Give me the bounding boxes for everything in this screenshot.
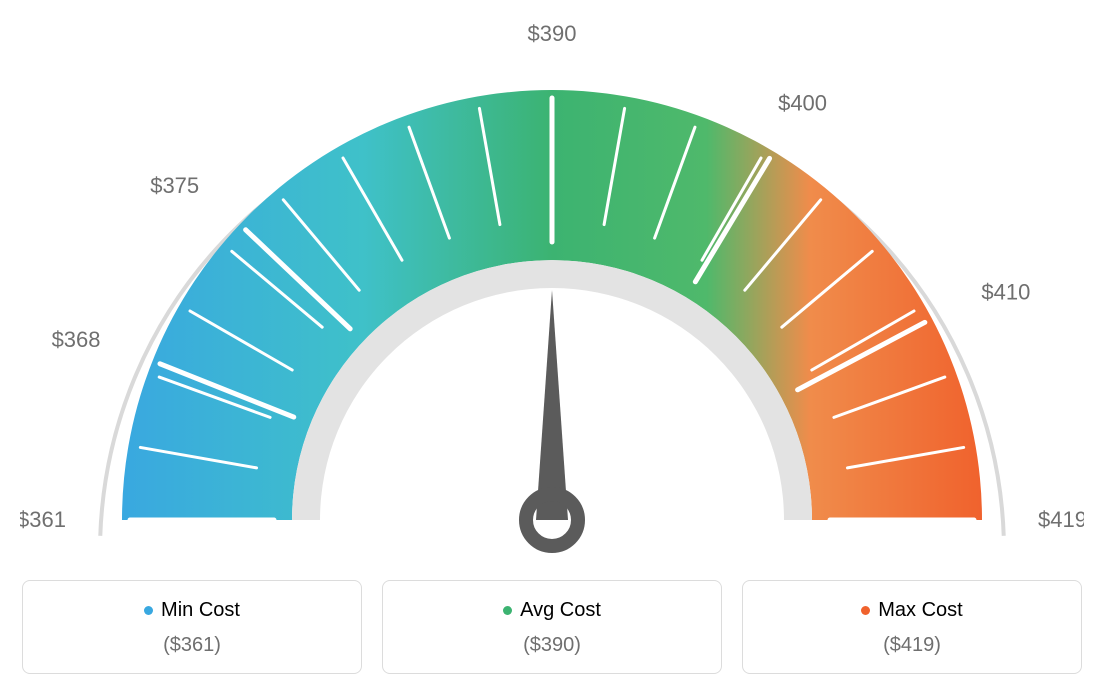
- legend-title-min: Min Cost: [35, 599, 349, 622]
- legend-dot-avg: [503, 606, 512, 615]
- legend-dot-max: [861, 606, 870, 615]
- legend-title-avg: Avg Cost: [395, 599, 709, 622]
- legend-label-min: Min Cost: [161, 599, 240, 622]
- legend-label-max: Max Cost: [878, 599, 962, 622]
- gauge-tick-label: $410: [981, 279, 1030, 304]
- legend-label-avg: Avg Cost: [520, 599, 601, 622]
- legend-row: Min Cost ($361) Avg Cost ($390) Max Cost…: [20, 580, 1084, 674]
- gauge-tick-label: $400: [778, 91, 827, 116]
- legend-value-avg: ($390): [395, 634, 709, 657]
- gauge-tick-label: $390: [528, 21, 577, 46]
- gauge-tick-label: $375: [150, 173, 199, 198]
- gauge-tick-label: $368: [52, 327, 101, 352]
- legend-value-min: ($361): [35, 634, 349, 657]
- legend-dot-min: [144, 606, 153, 615]
- gauge-svg: $361 $368 $375 $390 $400 $410 $419: [20, 20, 1084, 560]
- legend-card-min: Min Cost ($361): [22, 580, 362, 674]
- legend-title-max: Max Cost: [755, 599, 1069, 622]
- legend-value-max: ($419): [755, 634, 1069, 657]
- legend-card-max: Max Cost ($419): [742, 580, 1082, 674]
- cost-gauge-chart: $361 $368 $375 $390 $400 $410 $419 Min Cost ($…: [20, 20, 1084, 674]
- gauge-tick-label: $361: [20, 507, 66, 532]
- legend-card-avg: Avg Cost ($390): [382, 580, 722, 674]
- gauge-tick-label: $419: [1038, 507, 1084, 532]
